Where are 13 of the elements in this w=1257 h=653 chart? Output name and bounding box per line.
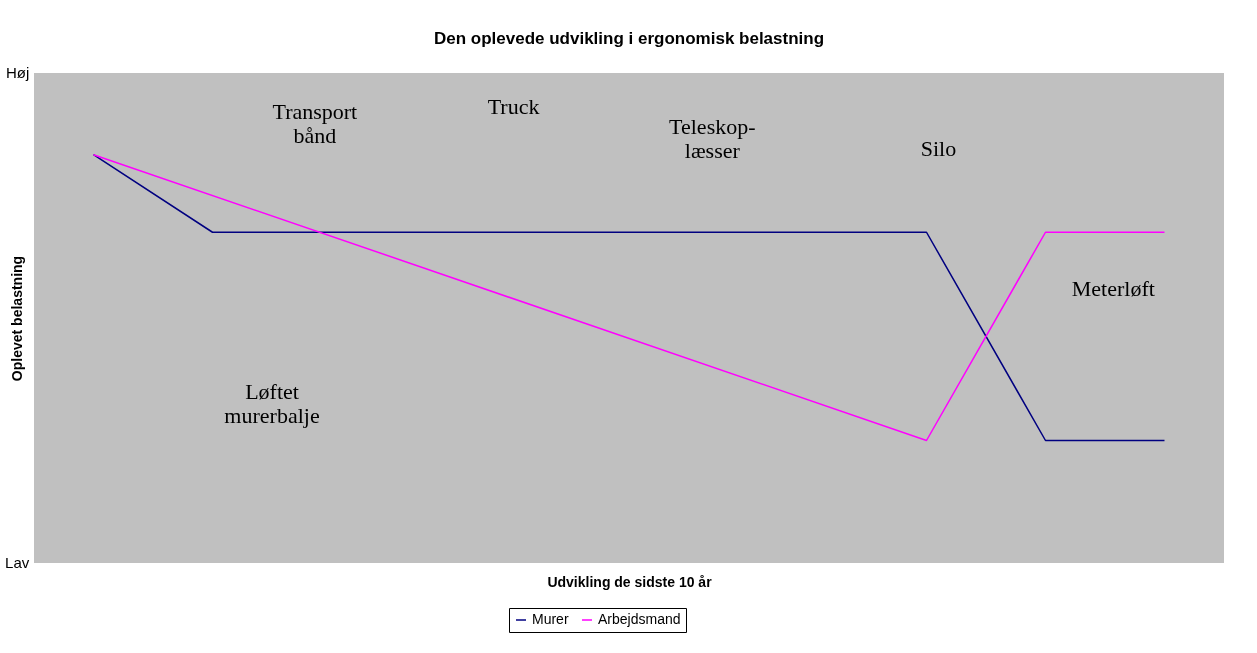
- text: Transport bånd: [272, 99, 358, 149]
- legend-label: Murer: [532, 611, 569, 627]
- y-axis-title: Oplevet belastning: [8, 255, 25, 382]
- annotation: Meterløft: [1071, 275, 1155, 301]
- chart-title: Den oplevede udvikling i ergonomisk belastning: [433, 29, 825, 48]
- text: Truck: [487, 94, 540, 120]
- annotation: Løftet murerbalje: [224, 378, 320, 428]
- text: Lav: [5, 554, 30, 571]
- annotation: Teleskop- læsser: [669, 113, 756, 163]
- annotation: Silo: [920, 135, 957, 161]
- x-axis-title: Udvikling de sidste 10 år: [547, 573, 713, 590]
- legend-label: Arbejdsmand: [598, 611, 681, 627]
- text: Høj: [5, 64, 30, 81]
